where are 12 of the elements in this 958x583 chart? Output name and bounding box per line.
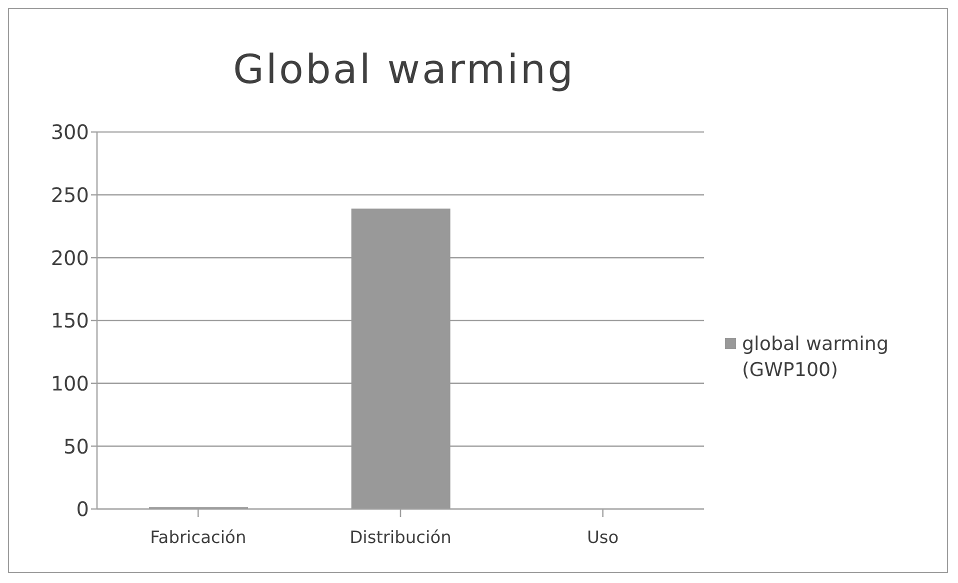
y-tick-label: 300 — [50, 120, 89, 144]
x-tick-label: Distribución — [350, 528, 452, 548]
x-tick-label: Uso — [586, 528, 619, 548]
legend-label: global warming (GWP100) — [742, 332, 890, 383]
x-tick-label: Fabricación — [150, 528, 246, 548]
y-tick-label: 150 — [50, 308, 89, 333]
y-tick-label: 0 — [76, 497, 89, 522]
y-tick-label: 200 — [50, 246, 89, 270]
y-tick-label: 50 — [64, 434, 89, 458]
y-tick-label: 100 — [50, 371, 89, 396]
y-tick-label: 250 — [50, 182, 89, 207]
chart-title: Global warming — [232, 47, 576, 93]
